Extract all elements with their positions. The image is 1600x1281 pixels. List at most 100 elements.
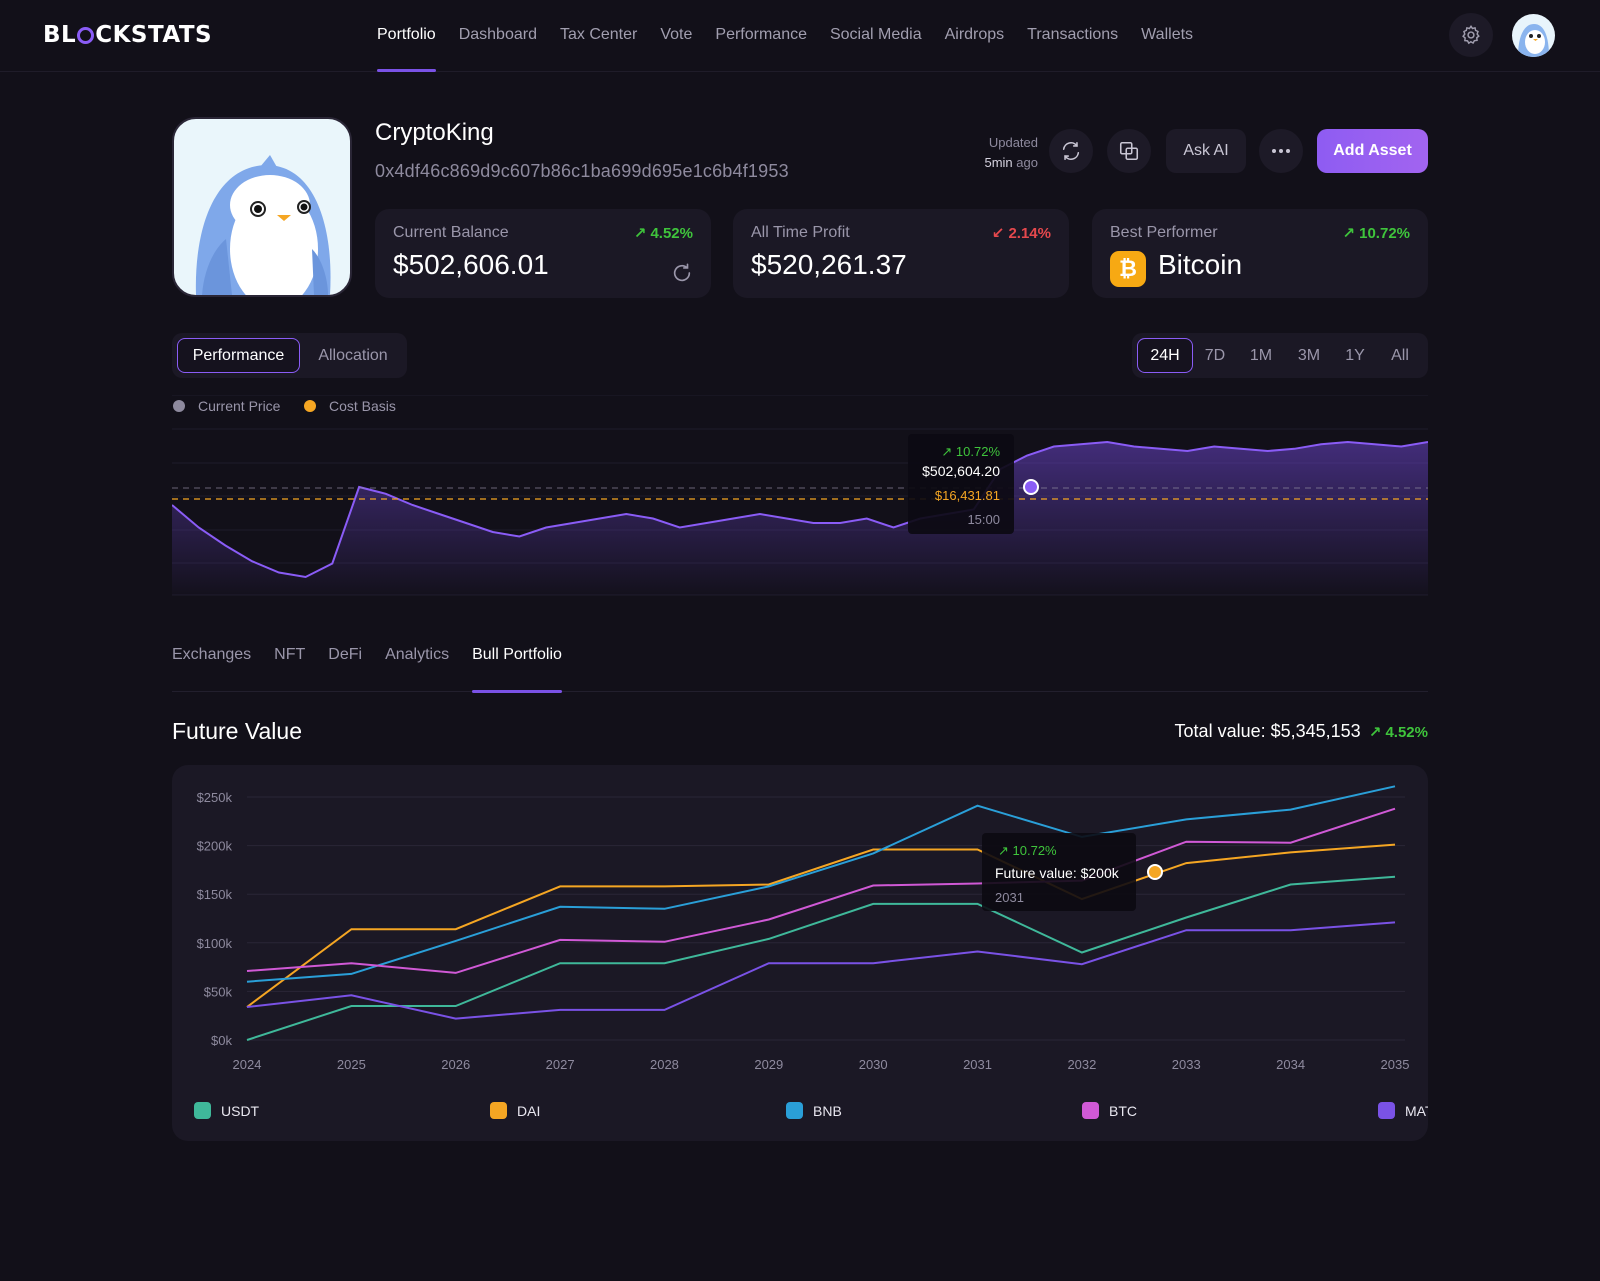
price-marker[interactable] (1023, 479, 1039, 495)
performance-chart[interactable]: ↗ 10.72% $502,604.20 $16,431.81 15:00 (172, 395, 1428, 605)
svg-text:↗ 10.72%: ↗ 10.72% (998, 843, 1057, 858)
range-toggle: 24H 7D 1M 3M 1Y All (1132, 333, 1428, 378)
arrow-up-right-icon: ↗ (633, 225, 647, 242)
current-balance-card: Current Balance ↗ 4.52% $502,606.01 (375, 209, 711, 298)
arrow-up-right-icon: ↗ (1368, 724, 1382, 741)
toggle-performance[interactable]: Performance (177, 338, 300, 373)
series-line-dai (246, 843, 1396, 1008)
svg-text:$502,604.20: $502,604.20 (922, 463, 1000, 479)
bitcoin-icon: ₿ (1110, 251, 1146, 287)
y-tick-label: $50k (204, 984, 233, 999)
future-value-title: Future Value (172, 718, 302, 744)
x-tick-label: 2026 (441, 1057, 470, 1072)
x-tick-label: 2031 (963, 1057, 992, 1072)
view-toggle: Performance Allocation (172, 333, 407, 378)
nav-dashboard[interactable]: Dashboard (458, 26, 537, 43)
svg-text:Future value: $200k: Future value: $200k (995, 865, 1120, 881)
all-time-profit-card: All Time Profit ↙ 2.14% $520,261.37 (733, 209, 1069, 298)
profit-value: $520,261.37 (751, 249, 907, 280)
nav-portfolio[interactable]: Portfolio (377, 0, 436, 72)
best-value: Bitcoin (1158, 249, 1243, 280)
x-tick-label: 2030 (859, 1057, 888, 1072)
balance-change: ↗ 4.52% (633, 225, 693, 242)
legend-label-dai[interactable]: DAI (517, 1103, 540, 1119)
profile-picture (172, 117, 352, 297)
svg-text:2031: 2031 (995, 890, 1024, 905)
range-7d[interactable]: 7D (1204, 347, 1226, 364)
logo-o-mark (77, 27, 95, 44)
copy-icon (1119, 141, 1139, 161)
fv-tooltip: ↗ 10.72% Future value: $200k 2031 (982, 833, 1136, 911)
y-tick-label: $0k (211, 1033, 232, 1048)
nav-vote[interactable]: Vote (660, 26, 693, 43)
nav-tax-center[interactable]: Tax Center (559, 26, 638, 43)
svg-text:15:00: 15:00 (967, 512, 1000, 527)
nav-airdrops[interactable]: Airdrops (944, 26, 1005, 43)
svg-text:$16,431.81: $16,431.81 (935, 488, 1000, 503)
more-dots-icon (1272, 149, 1290, 153)
legend-label-btc[interactable]: BTC (1109, 1103, 1137, 1119)
user-avatar[interactable] (1512, 14, 1555, 57)
more-button[interactable] (1259, 129, 1303, 173)
legend-swatch-usdt (194, 1102, 211, 1119)
range-24h[interactable]: 24H (1137, 338, 1193, 373)
y-tick-label: $250k (197, 790, 233, 805)
x-tick-label: 2034 (1276, 1057, 1305, 1072)
nav-wallets[interactable]: Wallets (1141, 26, 1194, 43)
penguin-avatar-icon (1518, 24, 1549, 57)
reload-icon[interactable] (671, 262, 693, 284)
toggle-allocation[interactable]: Allocation (318, 347, 388, 364)
balance-value: $502,606.01 (393, 249, 549, 280)
legend-swatch-dai (490, 1102, 507, 1119)
x-tick-label: 2032 (1067, 1057, 1096, 1072)
settings-button[interactable] (1449, 13, 1493, 57)
legend-label-usdt[interactable]: USDT (221, 1103, 260, 1119)
best-performer-card: Best Performer ↗ 10.72% ₿ Bitcoin (1092, 209, 1428, 298)
nav-transactions[interactable]: Transactions (1027, 26, 1119, 43)
tab-defi[interactable]: DeFi (328, 646, 363, 663)
best-change: ↗ 10.72% (1342, 225, 1410, 242)
add-asset-button[interactable]: Add Asset (1317, 129, 1428, 173)
stat-label: All Time Profit (751, 224, 850, 241)
tab-exchanges[interactable]: Exchanges (172, 646, 252, 663)
updated-indicator: Updated 5min ago (984, 135, 1038, 170)
refresh-button[interactable] (1049, 129, 1093, 173)
legend-dot-cost (304, 400, 316, 412)
nav-performance[interactable]: Performance (715, 26, 807, 43)
copy-button[interactable] (1107, 129, 1151, 173)
perf-tooltip: ↗ 10.72% $502,604.20 $16,431.81 15:00 (908, 434, 1014, 534)
profit-change: ↙ 2.14% (991, 225, 1051, 242)
tab-bull-portfolio[interactable]: Bull Portfolio (472, 640, 562, 693)
wallet-address[interactable]: 0x4df46c869d9c607b86c1ba699d695e1c6b4f19… (375, 161, 789, 181)
top-bar: BL CKSTATS Portfolio Dashboard Tax Center Vo… (0, 0, 1600, 72)
range-1y[interactable]: 1Y (1345, 347, 1365, 364)
main-nav: Portfolio Dashboard Tax Center Vote Performa… (377, 0, 1216, 72)
content-tabs: Exchanges NFT DeFi Analytics Bull Portfolio (172, 640, 1428, 693)
series-line-matic (246, 921, 1396, 1020)
series-line-bnb (246, 785, 1396, 983)
series-line-btc (246, 807, 1396, 974)
fv-marker[interactable] (1147, 864, 1163, 880)
range-1m[interactable]: 1M (1249, 347, 1273, 364)
legend-label-matic[interactable]: MATIC (1405, 1103, 1428, 1119)
tab-analytics[interactable]: Analytics (385, 646, 450, 663)
svg-text:↗ 10.72%: ↗ 10.72% (941, 444, 1000, 459)
legend-label-bnb[interactable]: BNB (813, 1103, 842, 1119)
legend-swatch-bnb (786, 1102, 803, 1119)
x-tick-label: 2033 (1172, 1057, 1201, 1072)
y-tick-label: $200k (197, 839, 233, 854)
series-line-usdt (246, 875, 1396, 1041)
profile-name: CryptoKing (375, 119, 494, 146)
ask-ai-button[interactable]: Ask AI (1166, 129, 1246, 173)
logo[interactable]: BL CKSTATS (43, 22, 213, 48)
stat-label: Best Performer (1110, 224, 1218, 241)
total-value: Total value: $5,345,153 ↗ 4.52% (1174, 721, 1428, 741)
nav-social-media[interactable]: Social Media (829, 26, 922, 43)
x-tick-label: 2025 (337, 1057, 366, 1072)
range-3m[interactable]: 3M (1297, 347, 1321, 364)
y-tick-label: $150k (197, 887, 233, 902)
range-all[interactable]: All (1391, 347, 1409, 364)
x-tick-label: 2028 (650, 1057, 679, 1072)
tab-nft[interactable]: NFT (274, 646, 306, 663)
